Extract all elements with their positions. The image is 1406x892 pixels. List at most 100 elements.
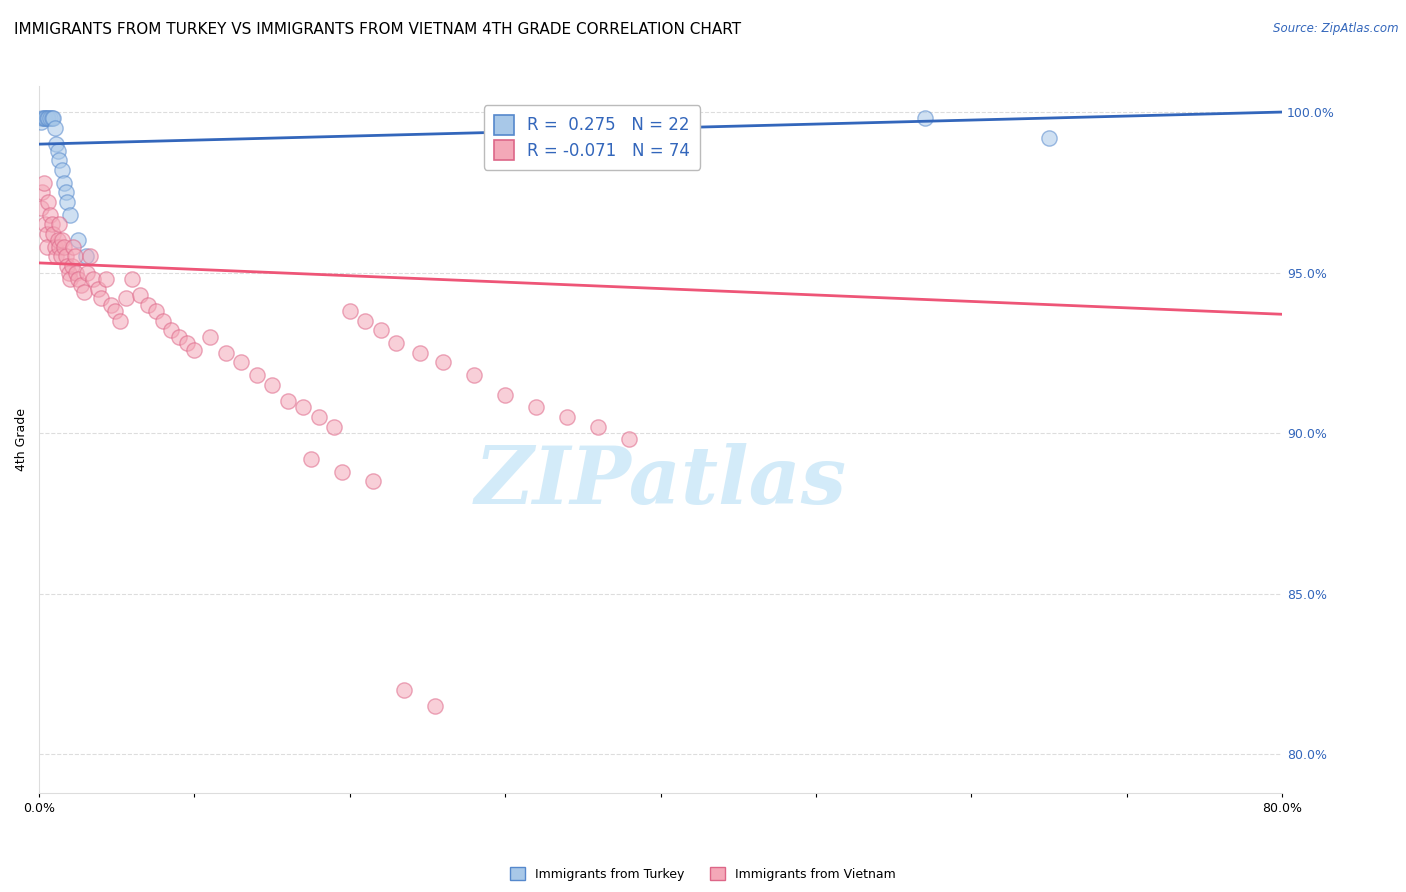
Point [59, 272, 82, 286]
Y-axis label: 4th Grade: 4th Grade [15, 408, 28, 471]
Point [167, 330, 190, 344]
Legend: Immigrants from Turkey, Immigrants from Vietnam: Immigrants from Turkey, Immigrants from … [505, 863, 901, 886]
Point [409, 345, 432, 359]
Point [330, 465, 353, 479]
Point [425, 698, 447, 713]
Point [48, 153, 70, 168]
Point [37, 112, 59, 126]
Point [56, 259, 79, 273]
Point [59, 208, 82, 222]
Point [55, 250, 77, 264]
Point [76, 266, 98, 280]
Point [115, 291, 138, 305]
Point [136, 298, 159, 312]
Point [914, 112, 936, 126]
Point [524, 401, 547, 415]
Point [60, 259, 83, 273]
Point [121, 272, 143, 286]
Point [45, 250, 67, 264]
Point [52, 176, 75, 190]
Point [557, 409, 579, 424]
Point [183, 343, 205, 357]
Point [94, 272, 117, 286]
Point [100, 298, 122, 312]
Point [45, 137, 67, 152]
Point [385, 336, 408, 351]
Point [32, 176, 55, 190]
Point [299, 451, 322, 466]
Point [51, 234, 73, 248]
Point [90, 291, 112, 305]
Point [62, 240, 84, 254]
Point [41, 218, 63, 232]
Point [55, 186, 77, 200]
Point [463, 368, 485, 383]
Point [339, 304, 361, 318]
Point [494, 387, 516, 401]
Point [44, 121, 66, 136]
Point [229, 355, 252, 369]
Point [56, 194, 79, 209]
Point [49, 250, 72, 264]
Point [262, 377, 284, 392]
Point [108, 314, 131, 328]
Point [63, 250, 86, 264]
Point [292, 401, 315, 415]
Point [35, 112, 58, 126]
Point [214, 345, 236, 359]
Text: ZIPatlas: ZIPatlas [474, 443, 846, 521]
Point [34, 218, 56, 232]
Point [35, 240, 58, 254]
Point [82, 272, 104, 286]
Point [370, 323, 392, 337]
Point [79, 250, 101, 264]
Text: IMMIGRANTS FROM TURKEY VS IMMIGRANTS FROM VIETNAM 4TH GRADE CORRELATION CHART: IMMIGRANTS FROM TURKEY VS IMMIGRANTS FRO… [14, 22, 741, 37]
Point [42, 112, 65, 126]
Point [48, 240, 70, 254]
Point [31, 112, 53, 126]
Point [42, 227, 65, 241]
Point [65, 266, 87, 280]
Point [198, 330, 221, 344]
Point [619, 433, 641, 447]
Point [392, 682, 415, 697]
Legend: R =  0.275   N = 22, R = -0.071   N = 74: R = 0.275 N = 22, R = -0.071 N = 74 [484, 105, 700, 169]
Point [104, 304, 127, 318]
Point [39, 112, 62, 126]
Point [31, 186, 53, 200]
Point [152, 314, 174, 328]
Point [361, 474, 384, 488]
Point [432, 355, 454, 369]
Point [34, 112, 56, 126]
Point [39, 208, 62, 222]
Point [30, 114, 52, 128]
Point [176, 336, 198, 351]
Point [46, 234, 69, 248]
Point [145, 304, 167, 318]
Point [48, 218, 70, 232]
Text: Source: ZipAtlas.com: Source: ZipAtlas.com [1274, 22, 1399, 36]
Point [30, 202, 52, 216]
Point [51, 162, 73, 177]
Point [58, 266, 80, 280]
Point [66, 234, 89, 248]
Point [35, 227, 58, 241]
Point [354, 314, 377, 328]
Point [87, 282, 110, 296]
Point [32, 112, 55, 126]
Point [129, 288, 152, 302]
Point [44, 240, 66, 254]
Point [46, 144, 69, 158]
Point [52, 240, 75, 254]
Point [1038, 130, 1060, 145]
Point [37, 194, 59, 209]
Point [277, 393, 299, 408]
Point [41, 112, 63, 126]
Point [160, 323, 183, 337]
Point [246, 368, 269, 383]
Point [588, 419, 610, 434]
Point [308, 409, 330, 424]
Point [323, 419, 346, 434]
Point [66, 272, 89, 286]
Point [70, 278, 93, 293]
